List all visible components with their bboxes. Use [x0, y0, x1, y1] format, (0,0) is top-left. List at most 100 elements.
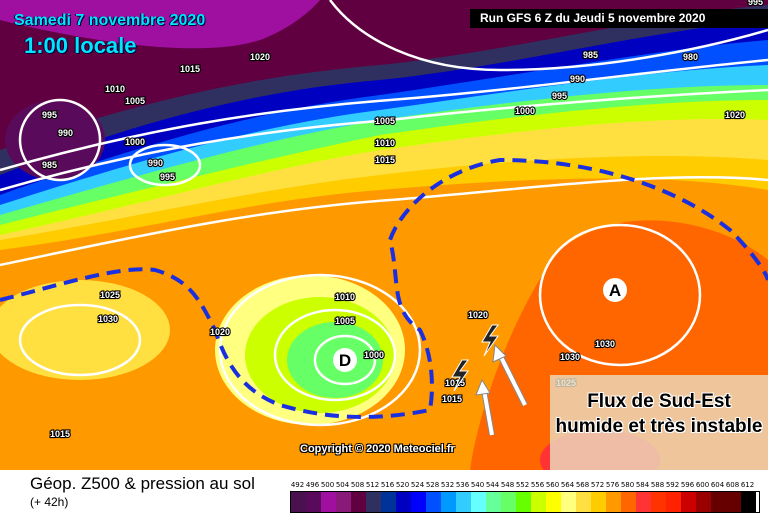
legend-swatch — [441, 492, 456, 512]
isobar-label: 1000 — [125, 137, 145, 147]
isobars — [0, 0, 768, 427]
legend-swatch — [561, 492, 576, 512]
band-atlantic-high — [0, 280, 170, 380]
legend-tick: 496 — [305, 481, 320, 489]
legend-swatch — [486, 492, 501, 512]
isobar-label: 995 — [552, 91, 567, 101]
low-pressure-label: D — [339, 351, 351, 370]
legend-tick: 560 — [545, 481, 560, 489]
legend-tick: 508 — [350, 481, 365, 489]
annotation-line-1: Flux de Sud-Est — [587, 391, 731, 412]
legend-tick: 576 — [605, 481, 620, 489]
legend-swatch — [351, 492, 366, 512]
isobar-label: 1015 — [180, 64, 200, 74]
isobar-label: 1005 — [375, 116, 395, 126]
legend-swatch — [411, 492, 426, 512]
isobar-label: 995 — [160, 172, 175, 182]
legend-swatch — [606, 492, 621, 512]
legend-swatch — [291, 492, 306, 512]
legend-swatch — [576, 492, 591, 512]
legend-swatch — [336, 492, 351, 512]
annotation-box: Flux de Sud-Est humide et très instable — [550, 375, 768, 470]
legend-tick: 608 — [725, 481, 740, 489]
forecast-offset: (+ 42h) — [30, 495, 69, 509]
legend-swatch — [381, 492, 396, 512]
legend-swatch — [501, 492, 516, 512]
legend-tick: 512 — [365, 481, 380, 489]
forecast-date: Samedi 7 novembre 2020 — [14, 12, 206, 29]
legend-tick: 500 — [320, 481, 335, 489]
legend-tick: 552 — [515, 481, 530, 489]
isobar-label: 995 — [748, 0, 763, 7]
isobar-label: 1020 — [468, 310, 488, 320]
low-pressure-marker — [333, 348, 357, 372]
legend-swatch — [516, 492, 531, 512]
legend-swatch — [711, 492, 726, 512]
isobar-label: 1000 — [515, 106, 535, 116]
legend-tick: 600 — [695, 481, 710, 489]
isobar-label: 1005 — [125, 96, 145, 106]
isobar-label: 1015 — [442, 394, 462, 404]
isobar-label: 1030 — [98, 314, 118, 324]
isobar-label: 1020 — [210, 327, 230, 337]
legend-swatch — [591, 492, 606, 512]
legend-tick: 532 — [440, 481, 455, 489]
legend-tick: 572 — [590, 481, 605, 489]
forecast-time: 1:00 locale — [24, 33, 137, 58]
isobar-label: 990 — [148, 158, 163, 168]
legend-tick: 556 — [530, 481, 545, 489]
isobar-label: 1000 — [364, 350, 384, 360]
legend-tick: 584 — [635, 481, 650, 489]
isobar-label: 1005 — [335, 316, 355, 326]
legend-tick: 524 — [410, 481, 425, 489]
legend-swatch — [681, 492, 696, 512]
copyright: Copyright © 2020 Meteociel.fr — [300, 443, 455, 455]
legend-swatch — [426, 492, 441, 512]
isobar-label: 1015 — [50, 429, 70, 439]
isobar-label: 1030 — [560, 352, 580, 362]
legend-tick: 564 — [560, 481, 575, 489]
legend-swatch — [321, 492, 336, 512]
isobar-label: 1010 — [105, 84, 125, 94]
band-magenta — [0, 0, 320, 49]
run-info: Run GFS 6 Z du Jeudi 5 novembre 2020 — [470, 9, 768, 28]
wind-arrow-icon — [475, 378, 495, 436]
isobar-label: 1015 — [375, 155, 395, 165]
legend-swatch — [306, 492, 321, 512]
legend-swatch — [696, 492, 711, 512]
legend-tick: 520 — [395, 481, 410, 489]
jet-dashed-line — [0, 157, 768, 419]
legend-tick: 540 — [470, 481, 485, 489]
isobar-label: 1030 — [595, 339, 615, 349]
legend-tick: 504 — [335, 481, 350, 489]
color-legend: 492 496 500 504 508 512 516 520 524 528 532 536 540 5… — [290, 481, 760, 513]
legend-swatch — [636, 492, 651, 512]
legend-tick: 580 — [620, 481, 635, 489]
legend-swatch — [456, 492, 471, 512]
lightning-icon — [481, 324, 499, 357]
isobar-label: 1020 — [250, 52, 270, 62]
legend-tick: 596 — [680, 481, 695, 489]
legend-swatch — [741, 492, 756, 512]
legend-tick: 612 — [740, 481, 755, 489]
annotation-line-2: humide et très instable — [555, 416, 763, 437]
legend-tick: 592 — [665, 481, 680, 489]
isobar-label: 990 — [58, 128, 73, 138]
legend-swatch — [621, 492, 636, 512]
isobar-label: 990 — [570, 74, 585, 84]
isobar-label: 1010 — [375, 138, 395, 148]
isobar-label: 980 — [683, 52, 698, 62]
legend-swatch — [366, 492, 381, 512]
legend-swatch — [666, 492, 681, 512]
isobar-label: 1025 — [100, 290, 120, 300]
legend-swatch — [396, 492, 411, 512]
isobar-label: 995 — [42, 110, 57, 120]
wind-arrow-icon — [492, 343, 528, 407]
map-title: Géop. Z500 & pression au sol — [30, 474, 255, 493]
high-pressure-marker — [603, 278, 627, 302]
band-low-core — [5, 100, 105, 180]
legend-tick: 516 — [380, 481, 395, 489]
isobar-label: 985 — [42, 160, 57, 170]
footer: Géop. Z500 & pression au sol (+ 42h) 492… — [0, 470, 768, 513]
